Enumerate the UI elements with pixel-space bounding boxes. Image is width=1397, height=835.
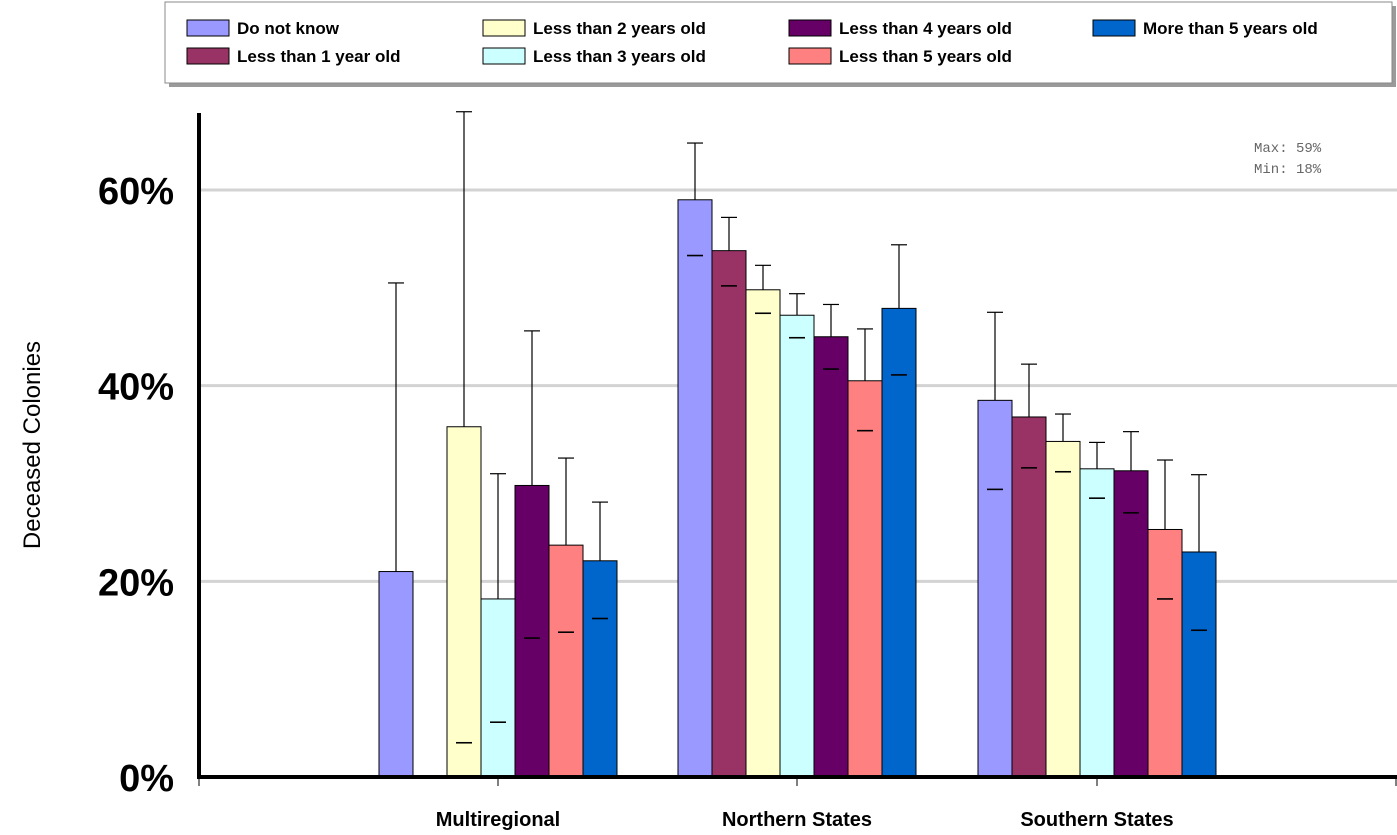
- legend-swatch: [788, 47, 832, 65]
- y-tick-label: 40%: [98, 367, 174, 409]
- bar: [1113, 470, 1149, 778]
- min-annotation: Min: 18%: [1254, 162, 1322, 178]
- bar: [480, 598, 516, 778]
- legend-label: Less than 4 years old: [839, 19, 1012, 38]
- legend: Do not know Less than 2 years old Less tha…: [164, 1, 1396, 87]
- x-tick-label: Northern States: [722, 809, 872, 831]
- legend-swatch: [186, 19, 230, 37]
- bar: [977, 399, 1013, 778]
- bar: [1011, 416, 1047, 778]
- x-tick-labels: Multiregional Northern States Southern Sta…: [436, 809, 1174, 831]
- y-axis-label: Deceased Colonies: [19, 341, 46, 549]
- legend-swatch: [482, 47, 526, 65]
- bar: [813, 336, 849, 778]
- error-bars: [388, 111, 1207, 744]
- legend-label: Less than 3 years old: [533, 47, 706, 66]
- x-tick-marks: [198, 779, 1397, 786]
- bar: [847, 380, 883, 778]
- legend-box: [164, 1, 1393, 84]
- legend-label: Less than 5 years old: [839, 47, 1012, 66]
- bars: [378, 199, 1217, 778]
- legend-label: Do not know: [237, 19, 340, 38]
- bar: [378, 571, 414, 778]
- legend-swatch: [186, 47, 230, 65]
- bar: [1147, 528, 1183, 778]
- legend-swatch: [788, 19, 832, 37]
- y-tick-label: 0%: [119, 758, 174, 800]
- max-annotation: Max: 59%: [1254, 141, 1322, 157]
- bar: [745, 289, 781, 778]
- bar: [711, 250, 747, 778]
- y-tick-label: 20%: [98, 562, 174, 604]
- bar: [446, 426, 482, 778]
- y-tick-label: 60%: [98, 171, 174, 213]
- legend-label: Less than 2 years old: [533, 19, 706, 38]
- legend-label: Less than 1 year old: [237, 47, 400, 66]
- bar: [1045, 440, 1081, 778]
- y-tick-labels: 0% 20% 40% 60%: [98, 171, 174, 800]
- bar: [1079, 468, 1115, 778]
- legend-swatch: [1092, 19, 1136, 37]
- legend-swatch: [482, 19, 526, 37]
- bar: [548, 544, 584, 778]
- bar: [514, 484, 550, 778]
- bar: [582, 560, 618, 778]
- bar: [677, 199, 713, 778]
- legend-label: More than 5 years old: [1143, 19, 1318, 38]
- bar: [779, 314, 815, 778]
- legend-items: Do not know Less than 2 years old Less tha…: [186, 19, 1318, 66]
- x-tick-label: Multiregional: [436, 809, 560, 831]
- x-tick-label: Southern States: [1020, 809, 1173, 831]
- bar: [1181, 551, 1217, 778]
- bar: [881, 307, 917, 778]
